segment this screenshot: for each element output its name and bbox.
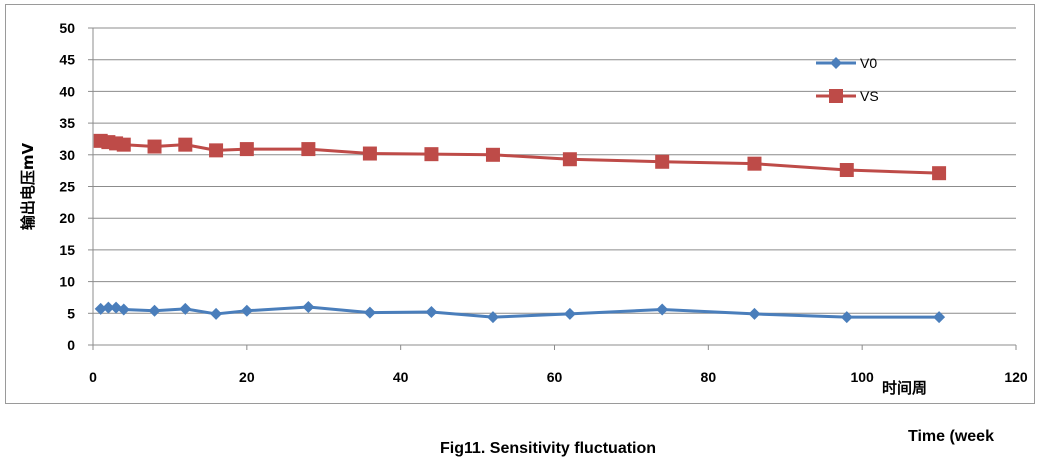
data-point-vs [485,147,500,162]
data-point-v0 [210,307,223,320]
legend-label-vs: VS [860,88,879,104]
data-point-v0 [94,302,107,315]
data-point-vs [178,137,193,152]
data-point-v0 [563,307,576,320]
data-point-vs [209,143,224,158]
data-point-vs [932,166,947,181]
data-point-v0 [363,306,376,319]
x-tick-label: 100 [850,369,874,385]
data-point-v0 [302,300,315,313]
y-tick-label: 20 [59,210,75,226]
data-point-v0 [748,307,761,320]
y-tick-label: 15 [59,242,75,258]
y-tick-label: 50 [59,20,75,36]
y-tick-label: 35 [59,115,75,131]
data-point-vs [301,142,316,157]
data-point-v0 [933,311,946,324]
y-tick-label: 0 [67,337,75,353]
y-tick-label: 30 [59,147,75,163]
data-point-vs [239,142,254,157]
y-tick-label: 25 [59,179,75,195]
y-axis-title: 输出电压mV [19,142,37,230]
x-axis-title: 时间周 [882,379,927,397]
x-tick-label: 120 [1004,369,1028,385]
series-line-v0 [100,305,940,319]
line-chart: 0 5 10 15 20 25 30 35 40 45 50 0 20 40 60 80 100 120 输出电压m… [19,20,1028,397]
data-point-v0 [102,301,115,314]
data-point-vs [424,147,439,162]
figure-caption: Fig11. Sensitivity fluctuation [440,440,657,457]
y-tick-label: 10 [59,274,75,290]
legend-marker-v0 [830,57,842,69]
data-point-vs [147,139,162,154]
data-point-v0 [840,311,853,324]
data-point-v0 [656,303,669,316]
data-point-vs [362,146,377,161]
series-line-vs [100,139,940,175]
legend-marker-vs [829,89,843,103]
chart-frame: 0 5 10 15 20 25 30 35 40 45 50 0 20 40 60 80 100 120 输出电压m… [5,4,1035,404]
y-tick-label: 5 [67,305,75,321]
data-point-v0 [117,303,130,316]
time-label: Time (week [908,428,994,445]
x-tick-label: 40 [393,369,409,385]
y-tick-label: 45 [59,52,75,68]
data-point-v0 [179,302,192,315]
data-point-v0 [148,304,161,317]
x-tick-label: 20 [239,369,255,385]
y-tick-label: 40 [59,83,75,99]
data-point-vs [562,152,577,167]
x-tick-label: 80 [701,369,717,385]
data-point-v0 [486,311,499,324]
data-point-v0 [425,306,438,319]
data-point-vs [116,137,131,152]
data-point-vs [655,154,670,169]
data-point-vs [747,156,762,171]
data-point-v0 [240,304,253,317]
legend-label-v0: V0 [860,55,877,71]
x-tick-label: 0 [89,369,97,385]
data-point-vs [839,163,854,178]
x-tick-label: 60 [547,369,563,385]
